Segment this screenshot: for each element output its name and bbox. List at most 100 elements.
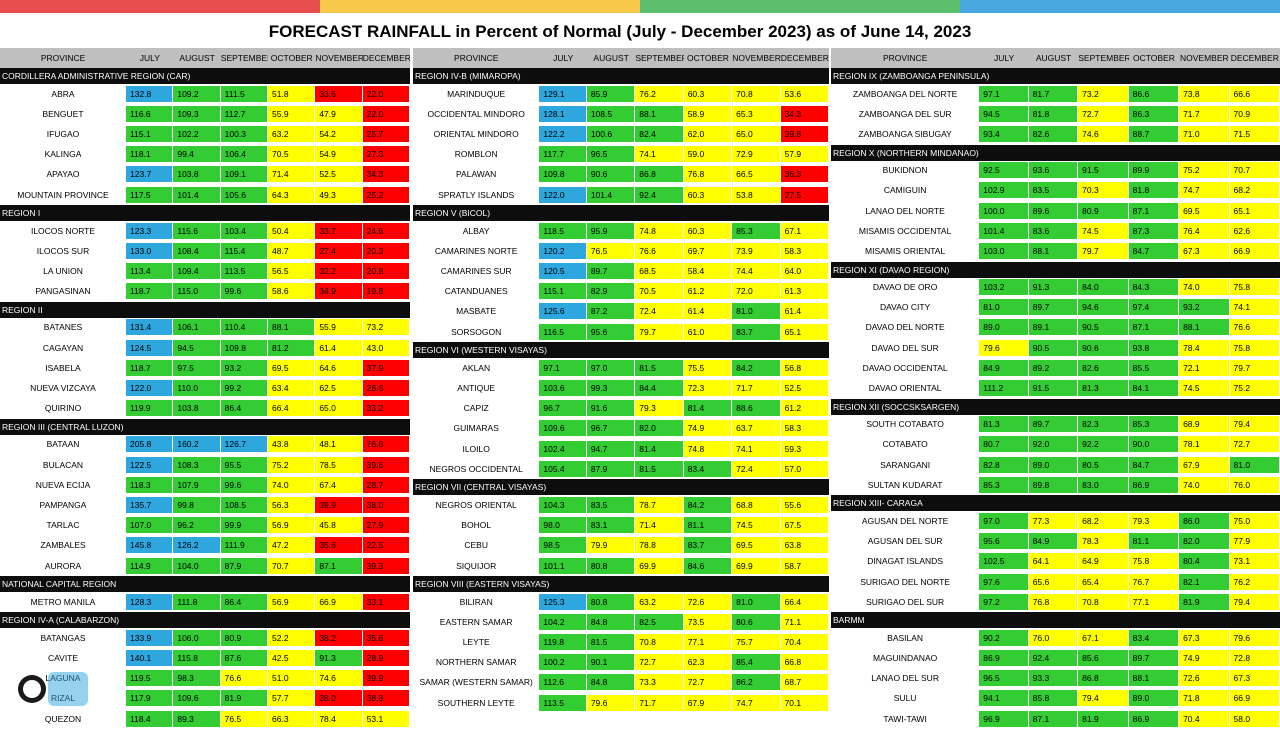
table-row: BATAAN 205.8 160.2 126.7 43.8 48.1 76.6	[0, 435, 410, 455]
table-row: BUKIDNON 92.5 93.6 91.5 89.9 75.2 70.7	[831, 161, 1280, 181]
rainfall-value-cell: 84.0	[1078, 279, 1128, 296]
rainfall-value-cell: 63.7	[732, 420, 780, 437]
rainfall-value-cell: 83.0	[1078, 476, 1128, 493]
rainfall-value-cell: 109.6	[173, 690, 220, 707]
rainfall-value-cell: 35.6	[315, 537, 362, 554]
rainfall-value-cell: 76.8	[683, 166, 732, 183]
rainfall-value-cell: 87.1	[1128, 202, 1179, 219]
rainfall-value-cell: 85.3	[979, 476, 1028, 493]
province-name: PAMPANGA	[0, 496, 127, 513]
rainfall-value-cell: 56.9	[268, 593, 315, 610]
province-name: ZAMBOANGA DEL NORTE	[831, 85, 980, 102]
rainfall-value-cell: 58.7	[780, 557, 828, 574]
rainfall-value-cell: 89.8	[1028, 476, 1078, 493]
rainfall-value-cell: 111.8	[173, 593, 220, 610]
rainfall-value-cell: 50.4	[268, 222, 315, 239]
region-header: REGION XII (SOCCSKSARGEN)	[831, 398, 1280, 415]
rainfall-value-cell: 38.8	[362, 690, 409, 707]
table-panel-left: PROVINCE JULY AUGUST SEPTEMBER OCTOBER NOVEMB…	[0, 48, 410, 729]
rainfall-value-cell: 74.6	[1078, 125, 1128, 142]
rainfall-value-cell: 81.5	[635, 359, 683, 376]
rainfall-value-cell: 86.9	[1128, 710, 1179, 727]
rainfall-value-cell: 39.3	[362, 557, 409, 574]
province-name: BATAAN	[0, 436, 127, 453]
rainfall-value-cell: 88.1	[635, 105, 683, 122]
table-row: EASTERN SAMAR 104.2 84.8 82.5 73.5 80.6 71.1	[413, 612, 829, 633]
rainfall-value-cell: 90.5	[1028, 339, 1078, 356]
rainfall-value-cell: 140.1	[126, 650, 173, 667]
rainfall-value-cell: 57.9	[780, 146, 828, 163]
rainfall-value-cell: 34.3	[780, 105, 828, 122]
rainfall-value-cell: 47.2	[268, 537, 315, 554]
rainfall-value-cell: 97.0	[979, 512, 1028, 529]
rainfall-value-cell: 70.3	[1078, 182, 1128, 199]
province-name: EASTERN SAMAR	[413, 613, 540, 630]
rainfall-value-cell: 75.7	[732, 634, 780, 651]
province-name: MOUNTAIN PROVINCE	[0, 186, 127, 203]
province-name: DAVAO DE ORO	[831, 279, 980, 296]
rainfall-value-cell: 61.4	[315, 339, 362, 356]
rainfall-value-cell: 71.7	[635, 694, 683, 711]
rainfall-value-cell: 80.5	[1078, 456, 1128, 473]
rainfall-value-cell: 113.5	[539, 694, 586, 711]
rainfall-value-cell: 81.1	[1128, 533, 1179, 550]
rainfall-value-cell: 99.3	[586, 380, 635, 397]
province-name: BUKIDNON	[831, 162, 980, 179]
province-name: AURORA	[0, 557, 127, 574]
rainfall-value-cell: 55.9	[268, 105, 315, 122]
rainfall-value-cell: 91.6	[586, 400, 635, 417]
province-name: LA UNION	[0, 263, 127, 280]
rainfall-value-cell: 63.4	[268, 380, 315, 397]
rainfall-value-cell: 68.5	[635, 263, 683, 280]
rainfall-value-cell: 80.7	[979, 436, 1028, 453]
rainfall-value-cell: 118.5	[539, 222, 586, 239]
province-name: SOUTHERN LEYTE	[413, 694, 540, 711]
rainfall-value-cell: 67.5	[780, 517, 828, 534]
province-name: ANTIQUE	[413, 380, 540, 397]
rainfall-value-cell: 72.7	[1078, 105, 1128, 122]
rainfall-value-cell: 73.5	[683, 613, 732, 630]
rainfall-value-cell: 65.1	[1229, 202, 1279, 219]
rainfall-value-cell: 109.8	[539, 166, 586, 183]
rainfall-value-cell: 81.0	[732, 303, 780, 320]
month-header: OCTOBER	[1132, 53, 1175, 63]
rainfall-value-cell: 132.8	[126, 85, 173, 102]
province-name: KALINGA	[0, 146, 127, 163]
rainfall-value-cell: 63.2	[635, 593, 683, 610]
rainfall-value-cell: 55.9	[315, 319, 362, 336]
rainfall-value-cell: 24.6	[362, 222, 409, 239]
rainfall-value-cell: 106.1	[173, 319, 220, 336]
rainfall-value-cell: 80.9	[1078, 202, 1128, 219]
rainfall-value-cell: 86.6	[1128, 85, 1179, 102]
province-name: ZAMBOANGA SIBUGAY	[831, 125, 980, 142]
rainfall-value-cell: 96.2	[173, 517, 220, 534]
rainfall-value-cell: 76.5	[220, 710, 267, 727]
province-name: NUEVA ECIJA	[0, 476, 127, 493]
rainfall-value-cell: 85.5	[1128, 359, 1179, 376]
rainfall-value-cell: 72.7	[635, 654, 683, 671]
table-row: SORSOGON 116.5 95.6 79.7 61.0 83.7 65.1	[413, 322, 829, 343]
rainfall-value-cell: 84.2	[683, 496, 732, 513]
province-name: DAVAO ORIENTAL	[831, 380, 980, 397]
rainfall-value-cell: 88.1	[1128, 670, 1179, 687]
month-header: OCTOBER	[270, 53, 313, 63]
rainfall-value-cell: 101.4	[586, 186, 635, 203]
rainfall-value-cell: 74.9	[1179, 650, 1229, 667]
table-row: AGUSAN DEL SUR 95.6 84.9 78.3 81.1 82.0 77.9	[831, 532, 1280, 552]
table-row: BULACAN 122.5 108.3 95.5 75.2 78.5 39.6	[0, 455, 410, 476]
rainfall-value-cell: 100.2	[539, 654, 586, 671]
rainfall-value-cell: 88.1	[1179, 319, 1229, 336]
province-name: CAGAYAN	[0, 339, 127, 356]
rainfall-value-cell: 61.4	[683, 303, 732, 320]
table-row: SULU 94.1 85.8 79.4 89.0 71.8 66.9	[831, 689, 1280, 710]
table-row: BATANGAS 133.9 106.0 80.9 52.2 38.2 35.8	[0, 628, 410, 649]
rainfall-value-cell: 19.8	[362, 283, 409, 300]
rainfall-value-cell: 122.0	[539, 186, 586, 203]
region-header: REGION XI (DAVAO REGION)	[831, 261, 1280, 278]
table-row: COTABATO 80.7 92.0 92.2 90.0 78.1 72.7	[831, 435, 1280, 455]
rainfall-value-cell: 57.7	[268, 690, 315, 707]
rainfall-value-cell: 81.1	[683, 517, 732, 534]
table-row: MASBATE 125.6 87.2 72.4 61.4 81.0 61.4	[413, 302, 829, 323]
rainfall-value-cell: 109.3	[173, 105, 220, 122]
rainfall-value-cell: 86.4	[220, 593, 267, 610]
